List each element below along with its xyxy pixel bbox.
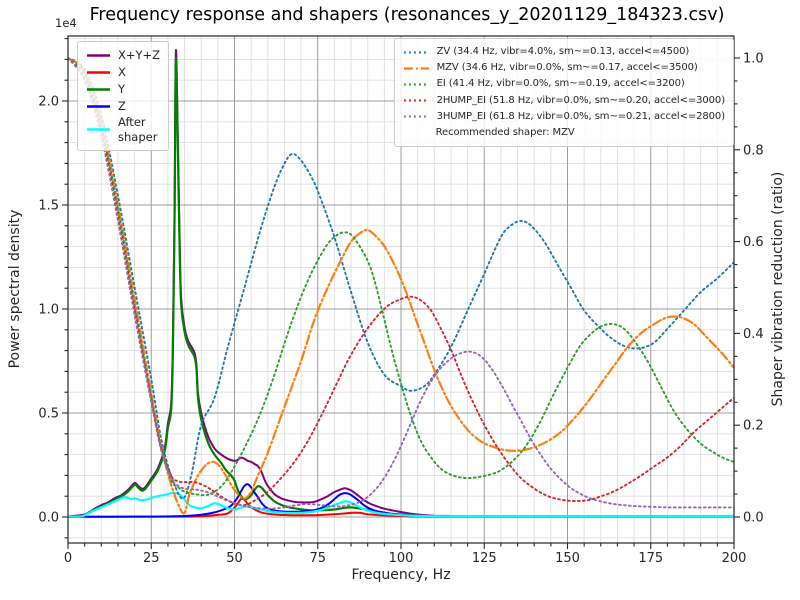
series-zv — [68, 57, 734, 500]
legend-shaper-item-2: EI (41.4 Hz, vibr=0.0%, sm~=0.19, accel<… — [403, 76, 725, 92]
legend-line-swatch-icon — [403, 99, 429, 102]
x-tick-label-7: 175 — [638, 551, 663, 566]
right-tick-label-1: 0.2 — [743, 419, 764, 434]
legend-recommended-shaper: Recommended shaper: MZV — [435, 126, 575, 138]
legend-shaper-item-3: 2HUMP_EI (51.8 Hz, vibr=0.0%, sm~=0.20, … — [403, 93, 725, 109]
legend-psd-item-1: X — [86, 64, 160, 81]
series-group — [68, 49, 734, 519]
legend-line-swatch-icon — [403, 115, 429, 118]
left-tick-label-2: 1.0 — [38, 303, 59, 318]
legend-shaper-item-1: MZV (34.6 Hz, vibr=0.0%, sm~=0.17, accel… — [403, 60, 725, 76]
x-tick-label-0: 0 — [64, 551, 72, 566]
legend-shaper-label-2: EI (41.4 Hz, vibr=0.0%, sm~=0.19, accel<… — [436, 78, 685, 90]
right-tick-label-3: 0.6 — [743, 235, 764, 250]
ticks — [62, 38, 740, 549]
legend-psd-label-0: X+Y+Z — [118, 48, 161, 63]
legend-psd-item-3: Z — [86, 98, 160, 115]
right-axis-label: Shaper vibration reduction (ratio) — [770, 171, 786, 407]
series-ei — [68, 57, 734, 497]
tick-labels: 0 25 50 75 100 125 150 175 200 0.0 0.5 1.0 1.5 2.0 0.0… — [38, 52, 763, 567]
legend-psd-item-4: After shaper — [86, 115, 160, 145]
legend-shaper-label-4: 3HUMP_EI (61.8 Hz, vibr=0.0%, sm~=0.21, … — [436, 110, 725, 122]
series-y — [68, 57, 734, 519]
legend-psd-item-0: X+Y+Z — [86, 47, 160, 64]
legend-psd-item-2: Y — [86, 81, 160, 98]
legend-line-swatch-icon — [403, 83, 429, 86]
y-axis-offset-label: 1e4 — [55, 16, 77, 30]
x-tick-label-5: 125 — [472, 551, 497, 566]
left-tick-label-0: 0.0 — [38, 511, 59, 526]
legend-line-swatch-icon — [403, 67, 429, 70]
series-after-shaper — [68, 491, 734, 518]
chart-title: Frequency response and shapers (resonanc… — [89, 5, 725, 25]
legend-shaper-label-0: ZV (34.4 Hz, vibr=4.0%, sm~=0.13, accel<… — [436, 46, 690, 57]
left-tick-label-3: 1.5 — [38, 199, 59, 214]
legend-line-swatch-icon — [87, 54, 110, 57]
x-tick-label-6: 150 — [555, 551, 580, 566]
legend-psd: X+Y+Z X Y Z After shaper — [77, 41, 170, 151]
legend-shaper-item-4: 3HUMP_EI (61.8 Hz, vibr=0.0%, sm~=0.21, … — [403, 109, 725, 125]
legend-shaper-label-3: 2HUMP_EI (51.8 Hz, vibr=0.0%, sm~=0.20, … — [436, 94, 725, 106]
x-tick-label-3: 75 — [309, 551, 326, 566]
series-2hump-ei — [68, 57, 734, 507]
legend-shaper-item-0: ZV (34.4 Hz, vibr=4.0%, sm~=0.13, accel<… — [403, 44, 725, 60]
legend-psd-label-4: After shaper — [118, 115, 158, 144]
legend-shapers: ZV (34.4 Hz, vibr=4.0%, sm~=0.13, accel<… — [393, 38, 734, 148]
left-tick-label-4: 2.0 — [38, 95, 59, 110]
right-tick-label-4: 0.8 — [743, 143, 764, 158]
x-tick-label-1: 25 — [143, 551, 160, 566]
right-tick-label-0: 0.0 — [743, 511, 764, 526]
x-tick-label-8: 200 — [722, 551, 747, 566]
legend-psd-label-1: X — [118, 65, 126, 80]
x-tick-label-4: 100 — [389, 551, 414, 566]
left-tick-label-1: 0.5 — [38, 407, 59, 422]
right-tick-label-5: 1.0 — [743, 52, 764, 67]
x-axis-label: Frequency, Hz — [351, 567, 451, 583]
legend-line-swatch-icon — [403, 50, 429, 54]
legend-shaper-label-1: MZV (34.6 Hz, vibr=0.0%, sm~=0.17, accel… — [436, 62, 698, 74]
x-tick-label-2: 50 — [226, 551, 243, 566]
legend-line-swatch-icon — [87, 105, 110, 108]
series-3hump-ei — [68, 57, 734, 510]
left-axis-label: Power spectral density — [7, 209, 23, 369]
legend-line-swatch-icon — [87, 128, 110, 132]
right-tick-label-2: 0.4 — [743, 327, 764, 342]
legend-psd-label-3: Z — [118, 99, 126, 114]
legend-psd-label-2: Y — [118, 82, 126, 97]
legend-line-swatch-icon — [87, 88, 110, 91]
legend-line-swatch-icon — [87, 71, 110, 74]
